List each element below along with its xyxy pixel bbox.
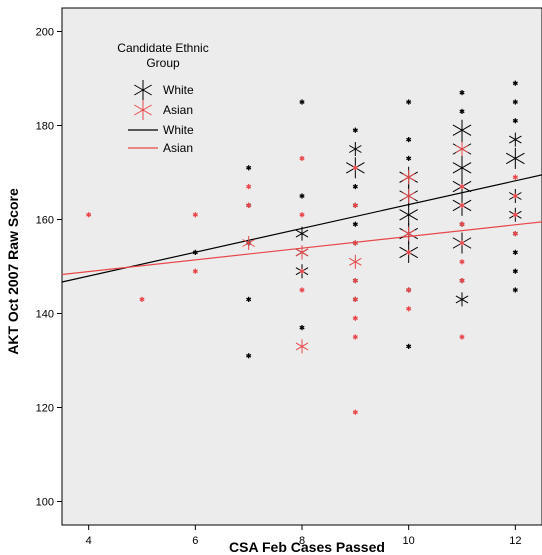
point-white xyxy=(455,292,469,307)
point-asian xyxy=(86,212,92,218)
x-tick-label: 10 xyxy=(403,535,415,547)
point-asian xyxy=(352,334,358,340)
point-asian xyxy=(299,155,305,161)
legend-marker-white xyxy=(134,80,152,100)
point-asian xyxy=(459,259,465,265)
point-asian xyxy=(139,296,145,302)
point-asian xyxy=(352,165,358,171)
point-white xyxy=(459,90,465,96)
point-asian xyxy=(299,268,305,274)
x-tick-label: 8 xyxy=(299,535,305,547)
point-white xyxy=(512,118,518,124)
point-white xyxy=(406,99,412,105)
axes: 100 120 140 160 180 200 4 6 8 10 12 xyxy=(36,27,522,548)
point-asian xyxy=(459,240,465,246)
y-tick-label: 140 xyxy=(36,309,54,321)
legend-entry-white-line: White xyxy=(128,123,194,137)
point-white xyxy=(505,147,525,169)
legend-title-line2: Group xyxy=(146,56,180,70)
legend-label: White xyxy=(163,123,194,137)
point-white xyxy=(512,80,518,86)
point-white xyxy=(299,99,305,105)
point-white xyxy=(406,155,412,161)
point-white xyxy=(299,325,305,331)
x-tick-label: 12 xyxy=(509,535,521,547)
point-asian xyxy=(402,189,415,203)
y-axis-title: AKT Oct 2007 Raw Score xyxy=(5,188,21,355)
point-asian xyxy=(299,212,305,218)
legend-title: Candidate Ethnic xyxy=(117,41,208,55)
y-tick-label: 200 xyxy=(36,27,54,39)
legend-marker-asian xyxy=(134,100,152,120)
point-white xyxy=(299,193,305,199)
point-asian xyxy=(246,184,252,190)
y-tick-label: 100 xyxy=(36,497,54,509)
point-asian xyxy=(512,174,518,180)
point-asian xyxy=(455,142,469,156)
point-asian xyxy=(402,226,415,241)
point-white xyxy=(246,165,252,171)
y-tick-label: 160 xyxy=(36,215,54,227)
point-asian xyxy=(352,240,358,246)
legend-entry-white-marker: White xyxy=(134,80,194,100)
point-white xyxy=(452,157,472,179)
point-asian xyxy=(459,334,465,340)
y-tick-label: 120 xyxy=(36,403,54,415)
point-white xyxy=(295,226,309,241)
point-asian xyxy=(352,409,358,415)
point-white xyxy=(452,119,472,141)
point-asian xyxy=(352,296,358,302)
point-asian xyxy=(512,193,518,199)
point-white xyxy=(512,99,518,105)
legend-label: Asian xyxy=(163,103,193,117)
point-asian xyxy=(299,287,305,293)
point-asian xyxy=(459,184,465,190)
point-white xyxy=(512,287,518,293)
point-white xyxy=(352,221,358,227)
x-tick-label: 6 xyxy=(192,535,198,547)
point-white xyxy=(406,137,412,143)
point-asian xyxy=(512,212,518,218)
point-asian xyxy=(512,231,518,237)
point-asian xyxy=(406,249,412,255)
point-asian xyxy=(352,278,358,284)
legend: Candidate Ethnic Group White Asian White As… xyxy=(117,41,208,155)
point-asian xyxy=(402,170,415,185)
point-asian xyxy=(192,268,198,274)
point-white xyxy=(352,184,358,190)
point-white xyxy=(352,127,358,133)
point-asian xyxy=(406,287,412,293)
point-white xyxy=(246,296,252,302)
point-white xyxy=(399,204,419,226)
point-asian xyxy=(459,202,465,208)
point-asian xyxy=(295,339,309,354)
point-white xyxy=(246,353,252,359)
point-asian xyxy=(246,202,252,208)
x-axis-title: CSA Feb Cases Passed xyxy=(229,539,385,555)
y-tick-label: 180 xyxy=(36,121,54,133)
point-white xyxy=(509,132,522,147)
data-points xyxy=(86,80,525,415)
point-asian xyxy=(349,254,362,269)
point-asian xyxy=(295,245,309,260)
legend-entry-asian-marker: Asian xyxy=(134,100,193,120)
point-white xyxy=(459,108,465,114)
point-asian xyxy=(459,221,465,227)
legend-label: Asian xyxy=(163,141,193,155)
x-tick-label: 4 xyxy=(86,535,92,547)
point-asian xyxy=(192,212,198,218)
point-white xyxy=(512,249,518,255)
point-asian xyxy=(459,278,465,284)
legend-label: White xyxy=(163,83,194,97)
point-white xyxy=(406,343,412,349)
point-asian xyxy=(242,236,255,250)
point-asian xyxy=(352,202,358,208)
point-asian xyxy=(406,306,412,312)
point-asian xyxy=(352,315,358,321)
point-white xyxy=(192,249,198,255)
legend-entry-asian-line: Asian xyxy=(128,141,193,155)
point-white xyxy=(349,142,362,156)
point-white xyxy=(512,268,518,274)
